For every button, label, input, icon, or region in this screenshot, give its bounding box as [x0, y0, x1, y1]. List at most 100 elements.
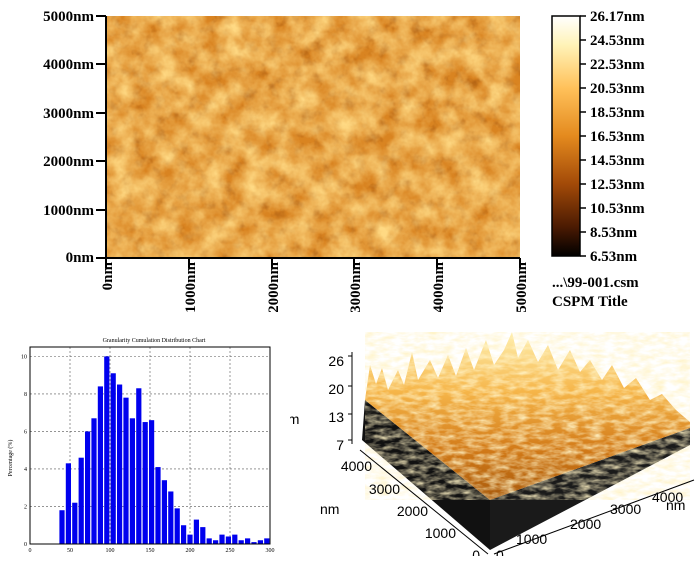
histogram-bar: [161, 480, 167, 544]
x-tick-label: 4000nm: [431, 262, 447, 312]
histogram-y-tick: 6: [24, 429, 27, 435]
histogram-x-tick: 150: [146, 548, 155, 554]
y-tick-label: 1000: [425, 525, 456, 541]
histogram-y-tick: 8: [24, 392, 27, 398]
y-axis-label: nm: [320, 501, 339, 517]
histogram-bar: [110, 373, 116, 544]
histogram-bar: [187, 534, 193, 544]
x-tick-label: 1000: [516, 531, 547, 547]
histogram-bar: [232, 534, 238, 544]
histogram-x-tick: 300: [266, 548, 275, 554]
histogram-x-tick: 200: [186, 548, 195, 554]
histogram-bar: [97, 386, 103, 544]
histogram-y-tick: 4: [24, 467, 27, 473]
colorbar-tick-label: 20.53nm: [590, 81, 645, 97]
colorbar-tick-label: 10.53nm: [590, 201, 645, 217]
histogram-x-ticks: 0 50 100 150 200 250 300: [29, 548, 275, 554]
surface-base-side: [490, 428, 690, 550]
y-tick-label: 5000nm: [43, 9, 94, 25]
histogram-bar: [123, 397, 129, 544]
histogram-panel: Granularity Cumulation Distribution Char…: [0, 330, 290, 556]
histogram-title: Granularity Cumulation Distribution Char…: [103, 338, 206, 344]
colorbar-tick-label: 24.53nm: [590, 33, 645, 49]
colorbar-tick-label: 8.53nm: [590, 225, 638, 241]
histogram-bar: [238, 540, 244, 544]
histogram-bar: [91, 418, 97, 544]
histogram-bar: [174, 508, 180, 544]
histogram-bar: [59, 510, 65, 544]
histogram-frame: [29, 346, 271, 545]
x-axis-label: nm: [666, 497, 685, 513]
x-tick-label: 3000: [610, 501, 641, 517]
y-tick-label: 3000nm: [43, 106, 94, 122]
y-tick-label: 4000nm: [43, 57, 94, 73]
histogram-bar: [104, 356, 110, 544]
histogram-bar: [136, 388, 142, 544]
colorbar-tick-label: 26.17nm: [590, 9, 645, 25]
surface-x-axis: 0 1000 2000 3000 4000 nm: [493, 479, 695, 561]
z-tick-label: 20: [328, 381, 344, 397]
afm-2d-panel: 5000nm 4000nm 3000nm 2000nm 1000nm 0nm 0…: [43, 9, 645, 313]
x-tick-label: 0: [496, 547, 504, 556]
histogram-bar: [85, 431, 91, 544]
afm-2d-y-axis: 5000nm 4000nm 3000nm 2000nm 1000nm 0nm: [43, 9, 107, 266]
y-tick-label: 0nm: [66, 250, 95, 266]
afm-2d-x-axis: 0nm 1000nm 2000nm 3000nm 4000nm 5000nm: [100, 257, 530, 313]
x-tick-label: 2000: [570, 516, 601, 532]
z-tick-label: 26: [328, 353, 344, 369]
histogram-x-tick: 250: [226, 548, 235, 554]
colorbar-tick-label: 16.53nm: [590, 129, 645, 145]
colorbar-tick-label: 12.53nm: [590, 177, 645, 193]
afm-2d-svg: 5000nm 4000nm 3000nm 2000nm 1000nm 0nm 0…: [43, 9, 645, 313]
colorbar-ticks: 26.17nm 24.53nm 22.53nm 20.53nm 18.53nm 16.53…: [580, 9, 645, 265]
histogram-y-ticks: 10 8 6 4 2 0: [21, 354, 27, 548]
colorbar-tick-label: 22.53nm: [590, 57, 645, 73]
histogram-bar: [257, 540, 263, 544]
histogram-bar: [129, 418, 135, 544]
x-tick-label: 1000nm: [183, 262, 199, 312]
histogram-bar: [65, 463, 71, 544]
colorbar-tick-label: 6.53nm: [590, 249, 638, 265]
histogram-bar: [200, 527, 206, 544]
x-tick-label: 5000nm: [514, 262, 530, 312]
colorbar-tick-label: 18.53nm: [590, 105, 645, 121]
histogram-bar: [193, 519, 199, 544]
y-tick-label: 0: [472, 547, 480, 556]
surface-z-axis: 26 20 13 7 nm: [280, 352, 353, 453]
histogram-bar: [117, 384, 123, 544]
height-colorbar: 26.17nm 24.53nm 22.53nm 20.53nm 18.53nm 16.53…: [551, 9, 645, 265]
histogram-bar: [142, 422, 148, 544]
histogram-bar: [149, 420, 155, 544]
colorbar-tick-label: 14.53nm: [590, 153, 645, 169]
afm-3d-panel: 26 20 13 7 nm 4000 3000 2000 1000 0 nm 0…: [280, 310, 697, 561]
histogram-bar: [78, 457, 84, 544]
histogram-bar: [155, 467, 161, 544]
histogram-bar: [251, 542, 257, 544]
histogram-bar: [72, 502, 78, 544]
x-tick-label: 0nm: [100, 262, 116, 291]
histogram-bar: [168, 491, 174, 544]
z-tick-label: 7: [336, 437, 344, 453]
y-tick-label: 4000: [341, 458, 372, 474]
histogram-y-tick: 2: [24, 504, 27, 510]
surface-base-front: [362, 400, 490, 550]
histogram-x-tick: 0: [29, 548, 32, 554]
histogram-x-tick: 100: [106, 548, 115, 554]
z-tick-label: 13: [328, 409, 344, 425]
histogram-bar: [225, 536, 231, 544]
cspm-title-label: CSPM Title: [552, 294, 628, 310]
y-tick-label: 1000nm: [43, 203, 94, 219]
afm-height-image: [106, 16, 520, 258]
x-tick-label: 3000nm: [348, 262, 364, 312]
histogram-y-tick: 0: [24, 542, 27, 548]
histogram-y-tick: 10: [21, 354, 27, 360]
histogram-bar: [206, 538, 212, 544]
x-tick-label: 4000: [652, 489, 683, 505]
afm-3d-surface: 26 20 13 7 nm 4000 3000 2000 1000 0 nm 0…: [280, 332, 695, 561]
histogram-bar: [264, 538, 270, 544]
file-name-label: ...\99-001.csm: [552, 275, 639, 291]
histogram-bars: [59, 356, 270, 544]
histogram-bar: [213, 540, 219, 544]
z-axis-label: nm: [290, 411, 299, 427]
x-tick-label: 2000nm: [266, 262, 282, 312]
